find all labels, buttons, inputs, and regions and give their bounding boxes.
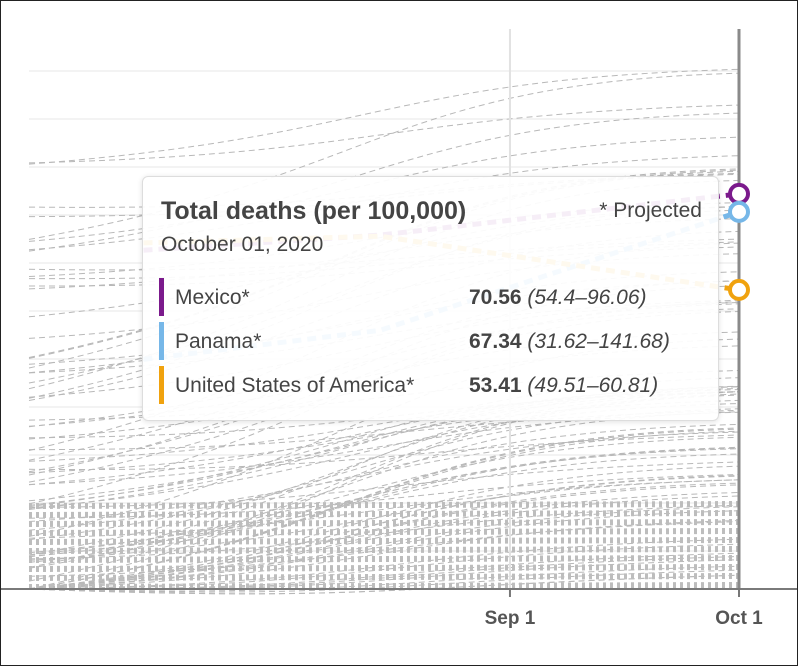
background-line [28, 506, 740, 590]
background-line [28, 492, 740, 590]
background-band [28, 582, 740, 590]
background-line [28, 538, 740, 590]
background-band [28, 528, 740, 536]
background-line [28, 504, 740, 560]
background-line [28, 479, 740, 561]
tooltip: Total deaths (per 100,000) * Projected O… [142, 176, 719, 421]
background-line [28, 403, 740, 509]
background-line [28, 461, 740, 508]
background-band [28, 510, 740, 518]
tooltip-row-mexico: Mexico* 70.56 (54.4–96.06) [159, 278, 709, 316]
background-line [28, 436, 740, 556]
background-line [28, 391, 740, 556]
series-end-markers[interactable] [728, 182, 750, 301]
usa-color-swatch [159, 366, 164, 404]
tooltip-range: (31.62–141.68) [527, 330, 670, 353]
background-line [28, 474, 740, 519]
tooltip-value: 70.56 [469, 286, 522, 309]
tooltip-row-name: Mexico* [175, 286, 250, 309]
background-band [28, 501, 740, 509]
tooltip-row-value: 53.41 (49.51–60.81) [469, 374, 658, 398]
background-line [28, 465, 740, 590]
series-marker-mexico[interactable] [728, 182, 750, 205]
background-line [28, 409, 740, 451]
background-line [28, 104, 740, 164]
panama-color-swatch [159, 322, 164, 360]
x-tick-label: Sep 1 [485, 608, 536, 629]
tooltip-row-name: United States of America* [175, 374, 415, 397]
background-line [28, 446, 740, 558]
background-line [28, 510, 740, 590]
tooltip-date: October 01, 2020 [161, 233, 324, 256]
background-line [28, 411, 740, 485]
background-line [28, 495, 740, 590]
tooltip-row-usa: United States of America* 53.41 (49.51–6… [159, 366, 709, 404]
tooltip-row-value: 70.56 (54.4–96.06) [469, 286, 647, 310]
tooltip-row-value: 67.34 (31.62–141.68) [469, 330, 670, 354]
background-line [28, 385, 740, 506]
background-band [28, 537, 740, 545]
tooltip-row-panama: Panama* 67.34 (31.62–141.68) [159, 322, 709, 360]
background-line [28, 423, 740, 531]
background-line [28, 484, 740, 590]
background-band [28, 564, 740, 572]
tooltip-projected-note: * Projected [599, 199, 702, 222]
background-line [28, 520, 740, 590]
x-axis-ticks: Sep 1 Oct 1 [1, 588, 797, 629]
background-line [28, 391, 740, 502]
background-line [28, 447, 740, 563]
tooltip-value: 67.34 [469, 330, 522, 353]
series-marker-panama[interactable] [728, 200, 750, 223]
series-marker-united-states-of-america[interactable] [728, 278, 750, 301]
background-line [28, 479, 740, 539]
background-line [28, 565, 740, 592]
background-line [28, 569, 740, 593]
tooltip-range: (49.51–60.81) [527, 374, 659, 397]
background-line [28, 475, 740, 590]
background-line [28, 431, 740, 522]
background-line [28, 574, 740, 595]
tooltip-title: Total deaths (per 100,000) [161, 197, 467, 225]
background-line [28, 68, 740, 165]
background-line [28, 434, 740, 470]
tooltip-range: (54.4–96.06) [527, 286, 647, 309]
mexico-color-swatch [159, 278, 164, 316]
tooltip-row-name: Panama* [175, 330, 262, 353]
background-band [28, 555, 740, 563]
background-line [28, 543, 740, 590]
x-tick-label: Oct 1 [715, 608, 763, 629]
tooltip-value: 53.41 [469, 374, 522, 397]
